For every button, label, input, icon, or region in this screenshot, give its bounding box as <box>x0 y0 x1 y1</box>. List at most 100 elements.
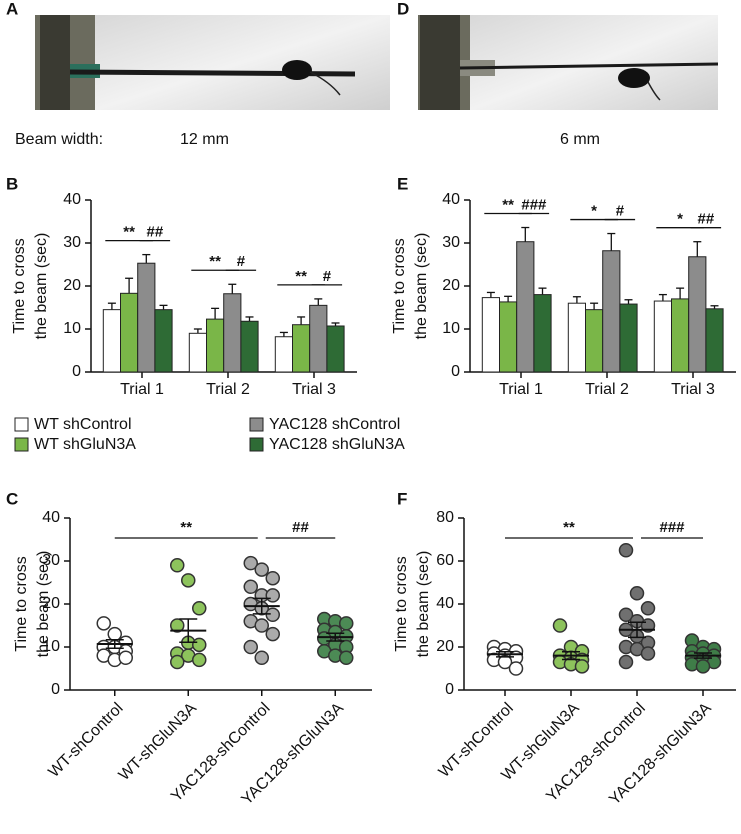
x-tick-label: Trial 2 <box>585 381 629 398</box>
y-tick-label: 30 <box>42 552 60 569</box>
data-point <box>695 659 711 674</box>
y-tick-label: 10 <box>442 320 460 337</box>
y-tick-label: 0 <box>72 363 81 380</box>
significance-label: * <box>591 203 597 220</box>
bar <box>516 241 535 373</box>
data-point <box>170 654 185 670</box>
x-tick-label: Trial 1 <box>499 381 543 398</box>
data-point <box>508 661 524 676</box>
photo-d <box>418 15 719 110</box>
legend-swatch <box>14 417 29 432</box>
y-axis-label: the beam (sec) <box>413 233 430 340</box>
legend-swatch <box>14 437 29 452</box>
data-point <box>243 579 258 595</box>
y-tick-label: 20 <box>42 595 60 612</box>
y-axis-label: the beam (sec) <box>33 233 50 340</box>
bar <box>688 256 707 373</box>
caption: 12 mm <box>180 131 229 148</box>
bar <box>567 302 586 373</box>
y-tick-label: 10 <box>42 638 60 655</box>
significance-label: ## <box>698 211 715 228</box>
significance-label: * <box>677 211 683 228</box>
significance-label: ** <box>563 519 575 536</box>
bar <box>585 309 604 373</box>
y-tick-label: 40 <box>42 509 60 526</box>
bar <box>154 309 173 373</box>
data-point <box>618 607 634 622</box>
bar <box>499 301 518 373</box>
data-point <box>192 637 207 653</box>
data-point <box>96 616 111 631</box>
photo-a <box>35 15 390 110</box>
data-point <box>265 607 280 622</box>
legend-label: WT shControl <box>34 416 132 433</box>
data-point <box>339 616 354 631</box>
data-point <box>629 586 645 601</box>
y-tick-label: 30 <box>442 234 460 251</box>
panel-label: E <box>397 174 408 193</box>
data-point <box>243 639 258 655</box>
bar <box>309 304 328 373</box>
y-axis-label: Time to cross <box>393 556 410 651</box>
bar <box>326 325 345 373</box>
significance-label: ## <box>292 519 309 536</box>
significance-label: ** <box>502 196 514 213</box>
bar <box>602 250 621 373</box>
bar <box>653 300 672 373</box>
bar <box>102 309 122 373</box>
bar <box>223 293 242 373</box>
y-tick-label: 10 <box>63 320 81 337</box>
panel-label: C <box>6 489 18 508</box>
bar <box>671 298 690 373</box>
data-point <box>192 601 207 616</box>
bar <box>481 297 500 373</box>
y-tick-label: 30 <box>63 234 81 251</box>
x-tick-label: WT-shGluN3A <box>116 700 201 785</box>
y-tick-label: 40 <box>442 191 460 208</box>
y-tick-label: 0 <box>445 681 454 698</box>
y-tick-label: 40 <box>63 191 81 208</box>
caption: 6 mm <box>560 131 600 148</box>
caption-prefix: Beam width: <box>15 131 103 148</box>
data-point <box>265 588 280 603</box>
x-tick-label: Trial 1 <box>120 381 164 398</box>
data-point <box>170 618 185 633</box>
bar <box>533 294 552 373</box>
legend-swatch <box>249 437 264 452</box>
data-point <box>181 573 196 588</box>
panel-label: D <box>397 0 409 18</box>
bar <box>705 308 724 373</box>
y-axis-label: Time to cross <box>11 238 28 333</box>
significance-label: # <box>237 253 246 270</box>
y-tick-label: 0 <box>51 681 60 698</box>
data-point <box>107 626 122 642</box>
y-tick-label: 40 <box>436 595 454 612</box>
bar <box>619 303 638 373</box>
legend-label: WT shGluN3A <box>34 436 136 453</box>
legend-label: YAC128 shControl <box>269 416 400 433</box>
y-tick-label: 0 <box>451 363 460 380</box>
data-point <box>618 654 634 670</box>
y-axis-label: the beam (sec) <box>35 551 52 658</box>
y-axis-label: the beam (sec) <box>415 551 432 658</box>
data-point <box>170 558 185 573</box>
panel-label: F <box>397 489 407 508</box>
data-point <box>265 570 280 586</box>
legend-swatch <box>249 417 264 432</box>
data-point <box>640 601 656 616</box>
panel-label: B <box>6 174 18 193</box>
data-point <box>192 652 207 668</box>
legend-label: YAC128 shGluN3A <box>269 436 405 453</box>
x-tick-label: WT-shControl <box>45 700 126 781</box>
significance-label: ### <box>659 519 685 536</box>
significance-label: ** <box>180 519 192 536</box>
data-point <box>552 618 568 633</box>
significance-label: ** <box>209 253 221 270</box>
y-tick-label: 20 <box>436 638 454 655</box>
x-tick-label: Trial 3 <box>671 381 715 398</box>
data-point <box>618 543 634 558</box>
bar <box>292 324 311 373</box>
significance-label: ** <box>295 268 307 285</box>
significance-label: # <box>323 268 332 285</box>
bar <box>274 336 293 373</box>
